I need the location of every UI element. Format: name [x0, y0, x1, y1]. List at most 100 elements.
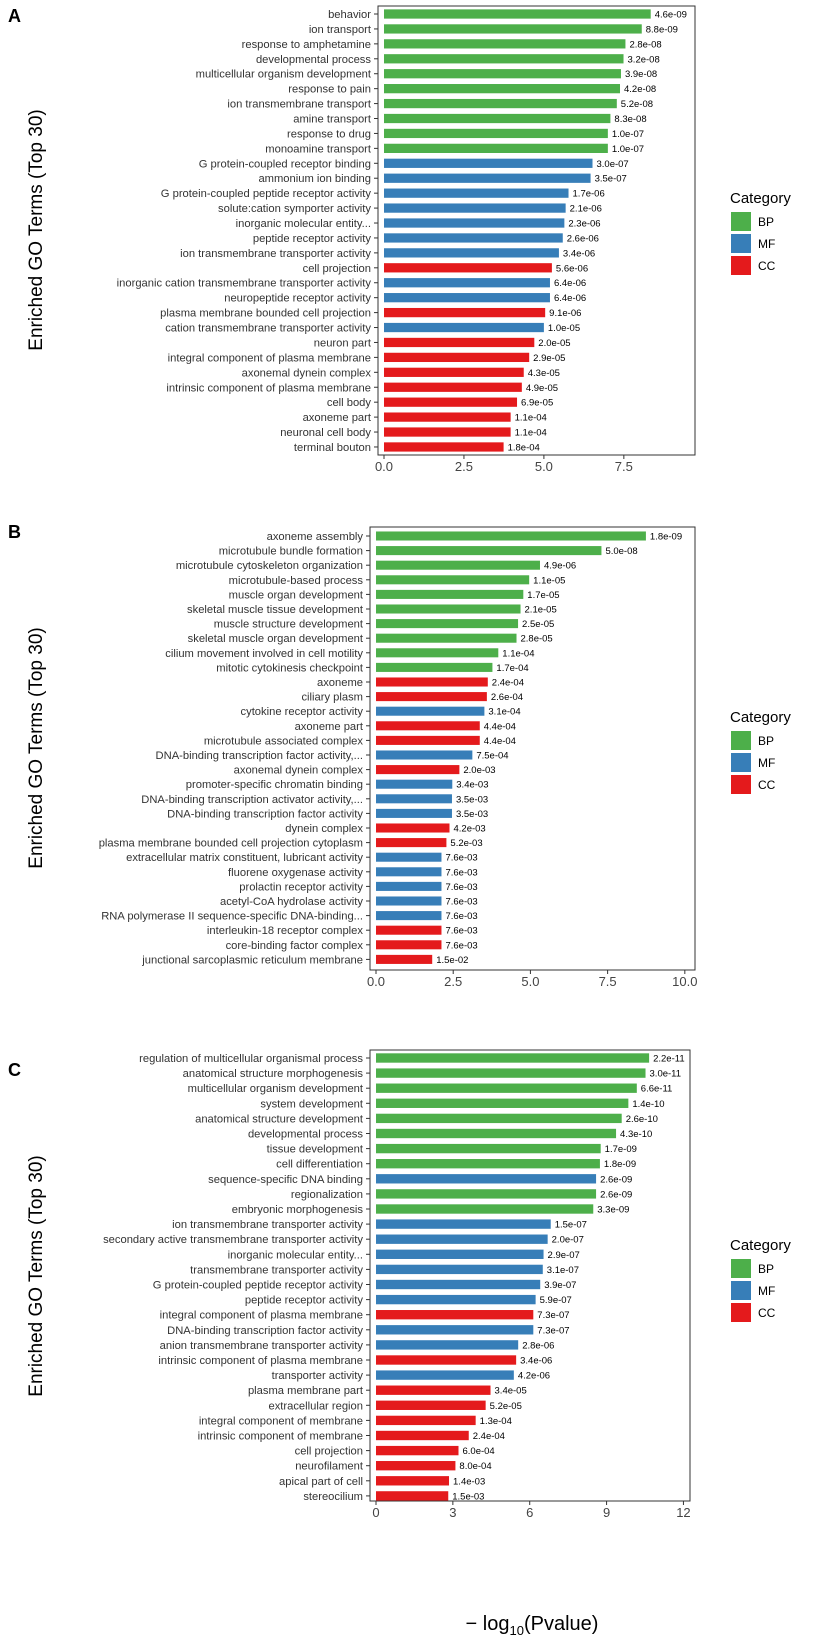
bar — [376, 954, 433, 964]
pvalue-label: 1.4e-03 — [453, 1476, 485, 1487]
bar — [376, 838, 447, 848]
category-label: plasma membrane part — [248, 1385, 364, 1397]
pvalue-label: 6.4e-06 — [554, 278, 586, 289]
pvalue-label: 3.1e-07 — [547, 1265, 579, 1276]
category-label: terminal bouton — [294, 442, 371, 454]
category-label: axoneme part — [303, 412, 372, 424]
bar — [376, 940, 442, 950]
pvalue-label: 4.4e-04 — [484, 721, 516, 732]
x-tick-label: 5.0 — [521, 974, 539, 989]
category-label: axonemal dynein complex — [242, 367, 372, 379]
pvalue-label: 5.2e-08 — [621, 99, 653, 110]
pvalue-label: 1.0e-05 — [548, 323, 580, 334]
pvalue-label: 1.4e-10 — [632, 1099, 664, 1110]
pvalue-label: 3.5e-03 — [456, 809, 488, 820]
pvalue-label: 4.3e-05 — [528, 368, 560, 379]
bar — [376, 911, 442, 921]
bar — [376, 1264, 543, 1275]
bar — [376, 1279, 541, 1290]
legend-label: CC — [758, 778, 776, 792]
category-label: prolactin receptor activity — [239, 881, 363, 893]
bar — [384, 322, 544, 333]
bar — [384, 442, 504, 452]
bar — [384, 367, 524, 377]
bar — [376, 1415, 476, 1426]
pvalue-label: 4.9e-06 — [544, 561, 576, 572]
legend-label: MF — [758, 756, 775, 770]
bar — [376, 765, 460, 775]
legend-swatch — [731, 1281, 751, 1300]
pvalue-label: 4.2e-08 — [624, 84, 656, 95]
category-label: mitotic cytokinesis checkpoint — [216, 662, 364, 674]
bar — [376, 706, 485, 716]
bar — [384, 9, 651, 19]
pvalue-label: 3.5e-03 — [456, 794, 488, 805]
category-label: cation transmembrane transporter activit… — [165, 323, 371, 335]
category-label: multicellular organism development — [196, 69, 372, 81]
panel-label: B — [8, 522, 21, 542]
pvalue-label: 4.3e-10 — [620, 1129, 652, 1140]
bar — [384, 412, 511, 422]
pvalue-label: 3.4e-06 — [563, 248, 595, 259]
pvalue-label: 1.1e-04 — [515, 413, 547, 424]
pvalue-label: 8.8e-09 — [646, 24, 678, 35]
pvalue-label: 7.6e-03 — [445, 926, 477, 937]
bar — [376, 735, 480, 745]
pvalue-label: 4.2e-06 — [518, 1371, 550, 1382]
bar — [384, 98, 617, 109]
bar — [376, 1143, 601, 1154]
category-label: microtubule cytoskeleton organization — [176, 560, 363, 572]
bar — [376, 1128, 617, 1139]
x-tick-label: 2.5 — [444, 974, 462, 989]
bar — [376, 619, 519, 629]
category-label: ion transmembrane transporter activity — [180, 248, 371, 260]
category-label: muscle organ development — [229, 589, 364, 601]
bar — [376, 808, 452, 818]
category-label: microtubule associated complex — [204, 735, 364, 747]
x-tick-label: 0 — [372, 1505, 379, 1520]
bar — [376, 1325, 534, 1335]
bar — [384, 278, 550, 288]
pvalue-label: 2.4e-04 — [473, 1431, 505, 1442]
bar — [376, 1400, 486, 1410]
x-axis-title-suffix: (Pvalue) — [524, 1613, 598, 1635]
bar — [376, 1174, 597, 1184]
bar — [384, 307, 546, 318]
bar — [384, 69, 621, 79]
bar — [376, 1445, 459, 1456]
pvalue-label: 7.6e-03 — [445, 882, 477, 893]
category-label: peptide receptor activity — [253, 233, 372, 245]
bar — [376, 575, 530, 585]
category-label: integral component of plasma membrane — [168, 352, 371, 364]
pvalue-label: 4.6e-09 — [655, 10, 687, 21]
pvalue-label: 1.5e-07 — [555, 1220, 587, 1231]
pvalue-label: 4.2e-03 — [454, 824, 486, 835]
pvalue-label: 6.6e-11 — [641, 1084, 673, 1095]
legend-label: CC — [758, 1306, 776, 1320]
legend-title: Category — [730, 1237, 791, 1254]
category-label: axonemal dynein complex — [234, 765, 364, 777]
pvalue-label: 1.1e-04 — [515, 428, 547, 439]
x-tick-label: 7.5 — [599, 974, 617, 989]
legend-label: BP — [758, 215, 774, 229]
category-label: response to amphetamine — [242, 39, 371, 51]
category-label: ciliary plasm — [301, 692, 363, 704]
category-label: RNA polymerase II sequence-specific DNA-… — [101, 911, 363, 923]
bar — [384, 263, 552, 273]
bar — [376, 1370, 514, 1380]
category-label: ion transmembrane transport — [227, 99, 372, 111]
bar — [376, 881, 442, 891]
category-label: extracellular region — [268, 1400, 363, 1412]
bar — [384, 84, 621, 94]
pvalue-label: 2.6e-10 — [626, 1114, 658, 1125]
category-label: cell projection — [295, 1446, 363, 1458]
y-axis-title: Enriched GO Terms (Top 30) — [26, 627, 47, 868]
bar — [384, 248, 559, 258]
pvalue-label: 2.0e-03 — [463, 765, 495, 776]
category-label: developmental process — [248, 1129, 363, 1141]
category-label: G protein-coupled peptide receptor activ… — [161, 188, 372, 200]
category-label: core-binding factor complex — [226, 940, 364, 952]
category-label: microtubule bundle formation — [219, 546, 363, 558]
y-axis-title: Enriched GO Terms (Top 30) — [26, 1155, 47, 1396]
